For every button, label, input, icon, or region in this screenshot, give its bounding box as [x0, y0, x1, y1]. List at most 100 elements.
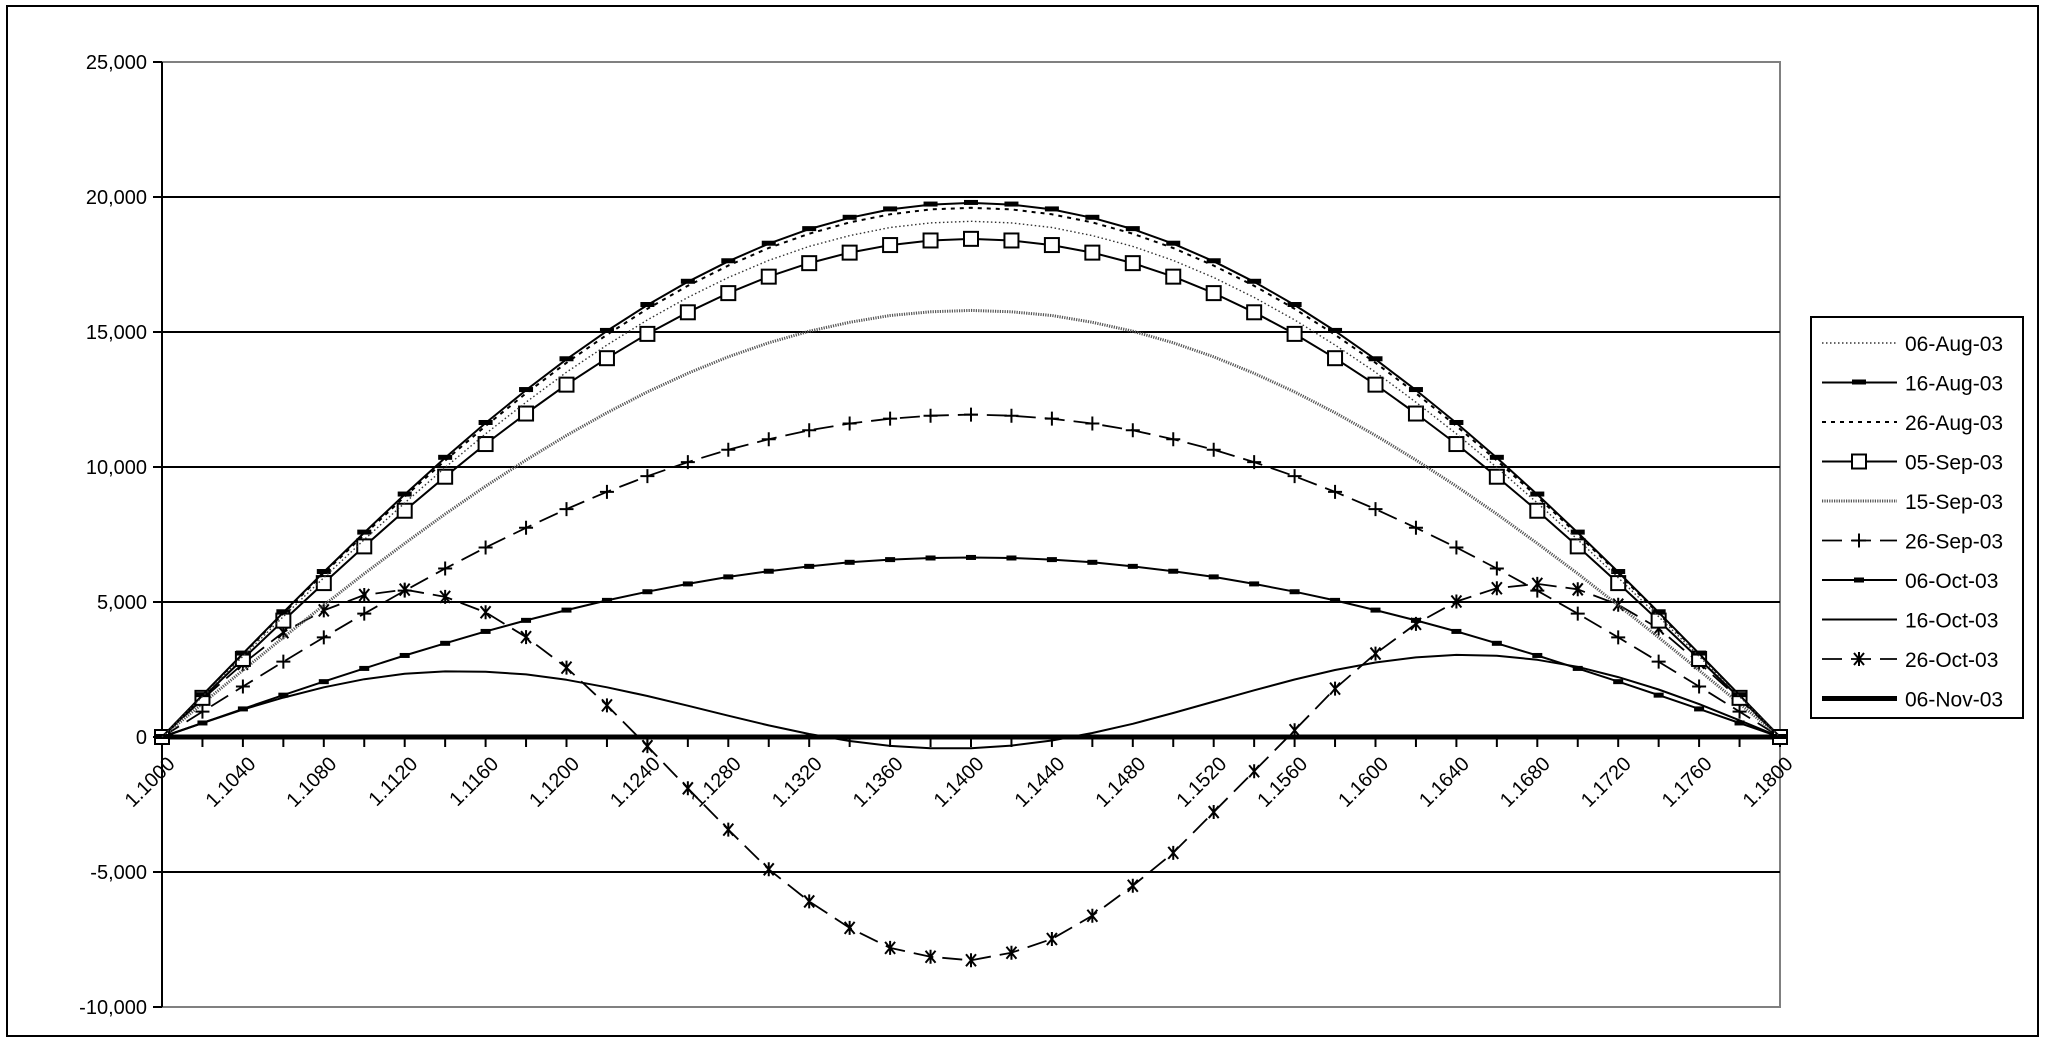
- asterisk-marker: [1369, 646, 1382, 661]
- legend-item: 26-Sep-03: [1822, 531, 2003, 554]
- bar-marker: [1044, 206, 1059, 212]
- bar-marker: [723, 574, 734, 580]
- plus-marker: [1692, 679, 1707, 694]
- bar-marker: [1854, 577, 1864, 583]
- bar-marker: [883, 206, 898, 212]
- plus-marker: [1368, 502, 1383, 517]
- bar-marker: [1532, 652, 1543, 658]
- plus-marker: [721, 442, 736, 457]
- bar-marker: [1287, 302, 1302, 307]
- square-marker: [963, 230, 979, 247]
- square-marker: [922, 232, 939, 249]
- bar-marker: [197, 720, 208, 726]
- bar-marker: [1732, 692, 1747, 698]
- asterisk-marker: [560, 660, 573, 675]
- square-marker: [1488, 468, 1505, 485]
- bar-marker: [1004, 201, 1019, 207]
- series-06-aug-03: [161, 220, 1781, 738]
- asterisk-marker: [843, 920, 856, 935]
- series-line: [161, 220, 1781, 738]
- bar-marker: [642, 589, 653, 595]
- square-marker: [1084, 244, 1101, 261]
- square-marker: [396, 502, 413, 519]
- bar-marker: [1734, 720, 1745, 726]
- asterisk-marker: [641, 739, 654, 754]
- bar-marker: [763, 568, 774, 574]
- bar-marker: [1611, 569, 1626, 575]
- series-15-sep-03: [161, 308, 1781, 739]
- legend-item: 06-Oct-03: [1822, 570, 1998, 593]
- square-marker: [639, 325, 656, 342]
- bar-marker: [237, 706, 248, 712]
- square-marker: [1448, 436, 1465, 453]
- bar-marker: [1694, 706, 1705, 712]
- bar-marker: [1046, 557, 1057, 563]
- plus-marker: [1044, 411, 1059, 426]
- asterisk-marker: [1329, 681, 1341, 696]
- square-marker: [1407, 405, 1424, 422]
- square-marker: [356, 538, 373, 555]
- square-marker: [598, 350, 615, 367]
- legend-item: 26-Aug-03: [1822, 412, 2003, 435]
- asterisk-marker: [762, 862, 775, 877]
- asterisk-marker: [1853, 652, 1865, 666]
- plus-marker: [923, 408, 938, 423]
- bar-marker: [599, 327, 614, 333]
- asterisk-marker: [884, 940, 896, 955]
- bar-marker: [1408, 387, 1423, 393]
- plus-marker: [1166, 432, 1181, 447]
- legend-label: 26-Sep-03: [1905, 531, 2003, 554]
- series-26-aug-03: [161, 206, 1781, 738]
- plus-marker: [1570, 606, 1585, 621]
- square-marker: [1851, 453, 1867, 470]
- bar-marker: [1653, 692, 1664, 698]
- bar-marker: [1530, 491, 1545, 497]
- bar-marker: [521, 617, 532, 623]
- square-marker: [437, 468, 454, 485]
- asterisk-marker: [803, 894, 815, 909]
- bar-marker: [1613, 679, 1624, 685]
- legend-item: 15-Sep-03: [1822, 491, 2003, 514]
- bar-marker: [1127, 563, 1138, 569]
- plus-marker: [478, 540, 493, 555]
- series-16-oct-03: [161, 653, 1781, 750]
- bar-marker: [640, 302, 655, 307]
- bar-marker: [359, 665, 370, 671]
- plus-marker: [1287, 469, 1302, 484]
- plus-marker: [1449, 540, 1464, 555]
- square-marker: [1165, 268, 1182, 285]
- y-tick-label: 10,000: [86, 457, 147, 479]
- plus-marker: [357, 606, 372, 621]
- bar-marker: [438, 454, 453, 460]
- plus-marker: [964, 407, 978, 422]
- bar-marker: [601, 597, 612, 603]
- bar-marker: [1247, 278, 1262, 284]
- square-marker: [1124, 255, 1141, 272]
- square-marker: [1205, 285, 1222, 302]
- asterisk-marker: [1127, 878, 1139, 893]
- y-tick-label: -5,000: [90, 862, 147, 884]
- bar-marker: [561, 607, 572, 613]
- plus-marker: [883, 411, 898, 426]
- plus-marker: [1651, 654, 1666, 669]
- asterisk-marker: [965, 953, 977, 968]
- legend-box: [1810, 316, 2024, 719]
- square-marker: [1367, 376, 1384, 393]
- bar-marker: [397, 491, 412, 497]
- bar-marker: [885, 557, 896, 563]
- bar-marker: [1166, 240, 1181, 246]
- legend-label: 06-Oct-03: [1905, 570, 1998, 593]
- square-marker: [1003, 232, 1020, 249]
- plus-marker: [761, 432, 776, 447]
- asterisk-marker: [318, 603, 330, 618]
- plus-marker: [802, 423, 817, 438]
- square-marker: [1610, 575, 1627, 592]
- plus-marker: [842, 416, 857, 431]
- legend-label: 26-Aug-03: [1905, 412, 2003, 435]
- plus-marker: [1489, 561, 1504, 576]
- legend-item: 16-Aug-03: [1822, 373, 2003, 396]
- asterisk-marker: [439, 589, 451, 604]
- plus-marker: [438, 561, 453, 576]
- plus-marker: [640, 469, 655, 484]
- series-group: [154, 199, 1788, 968]
